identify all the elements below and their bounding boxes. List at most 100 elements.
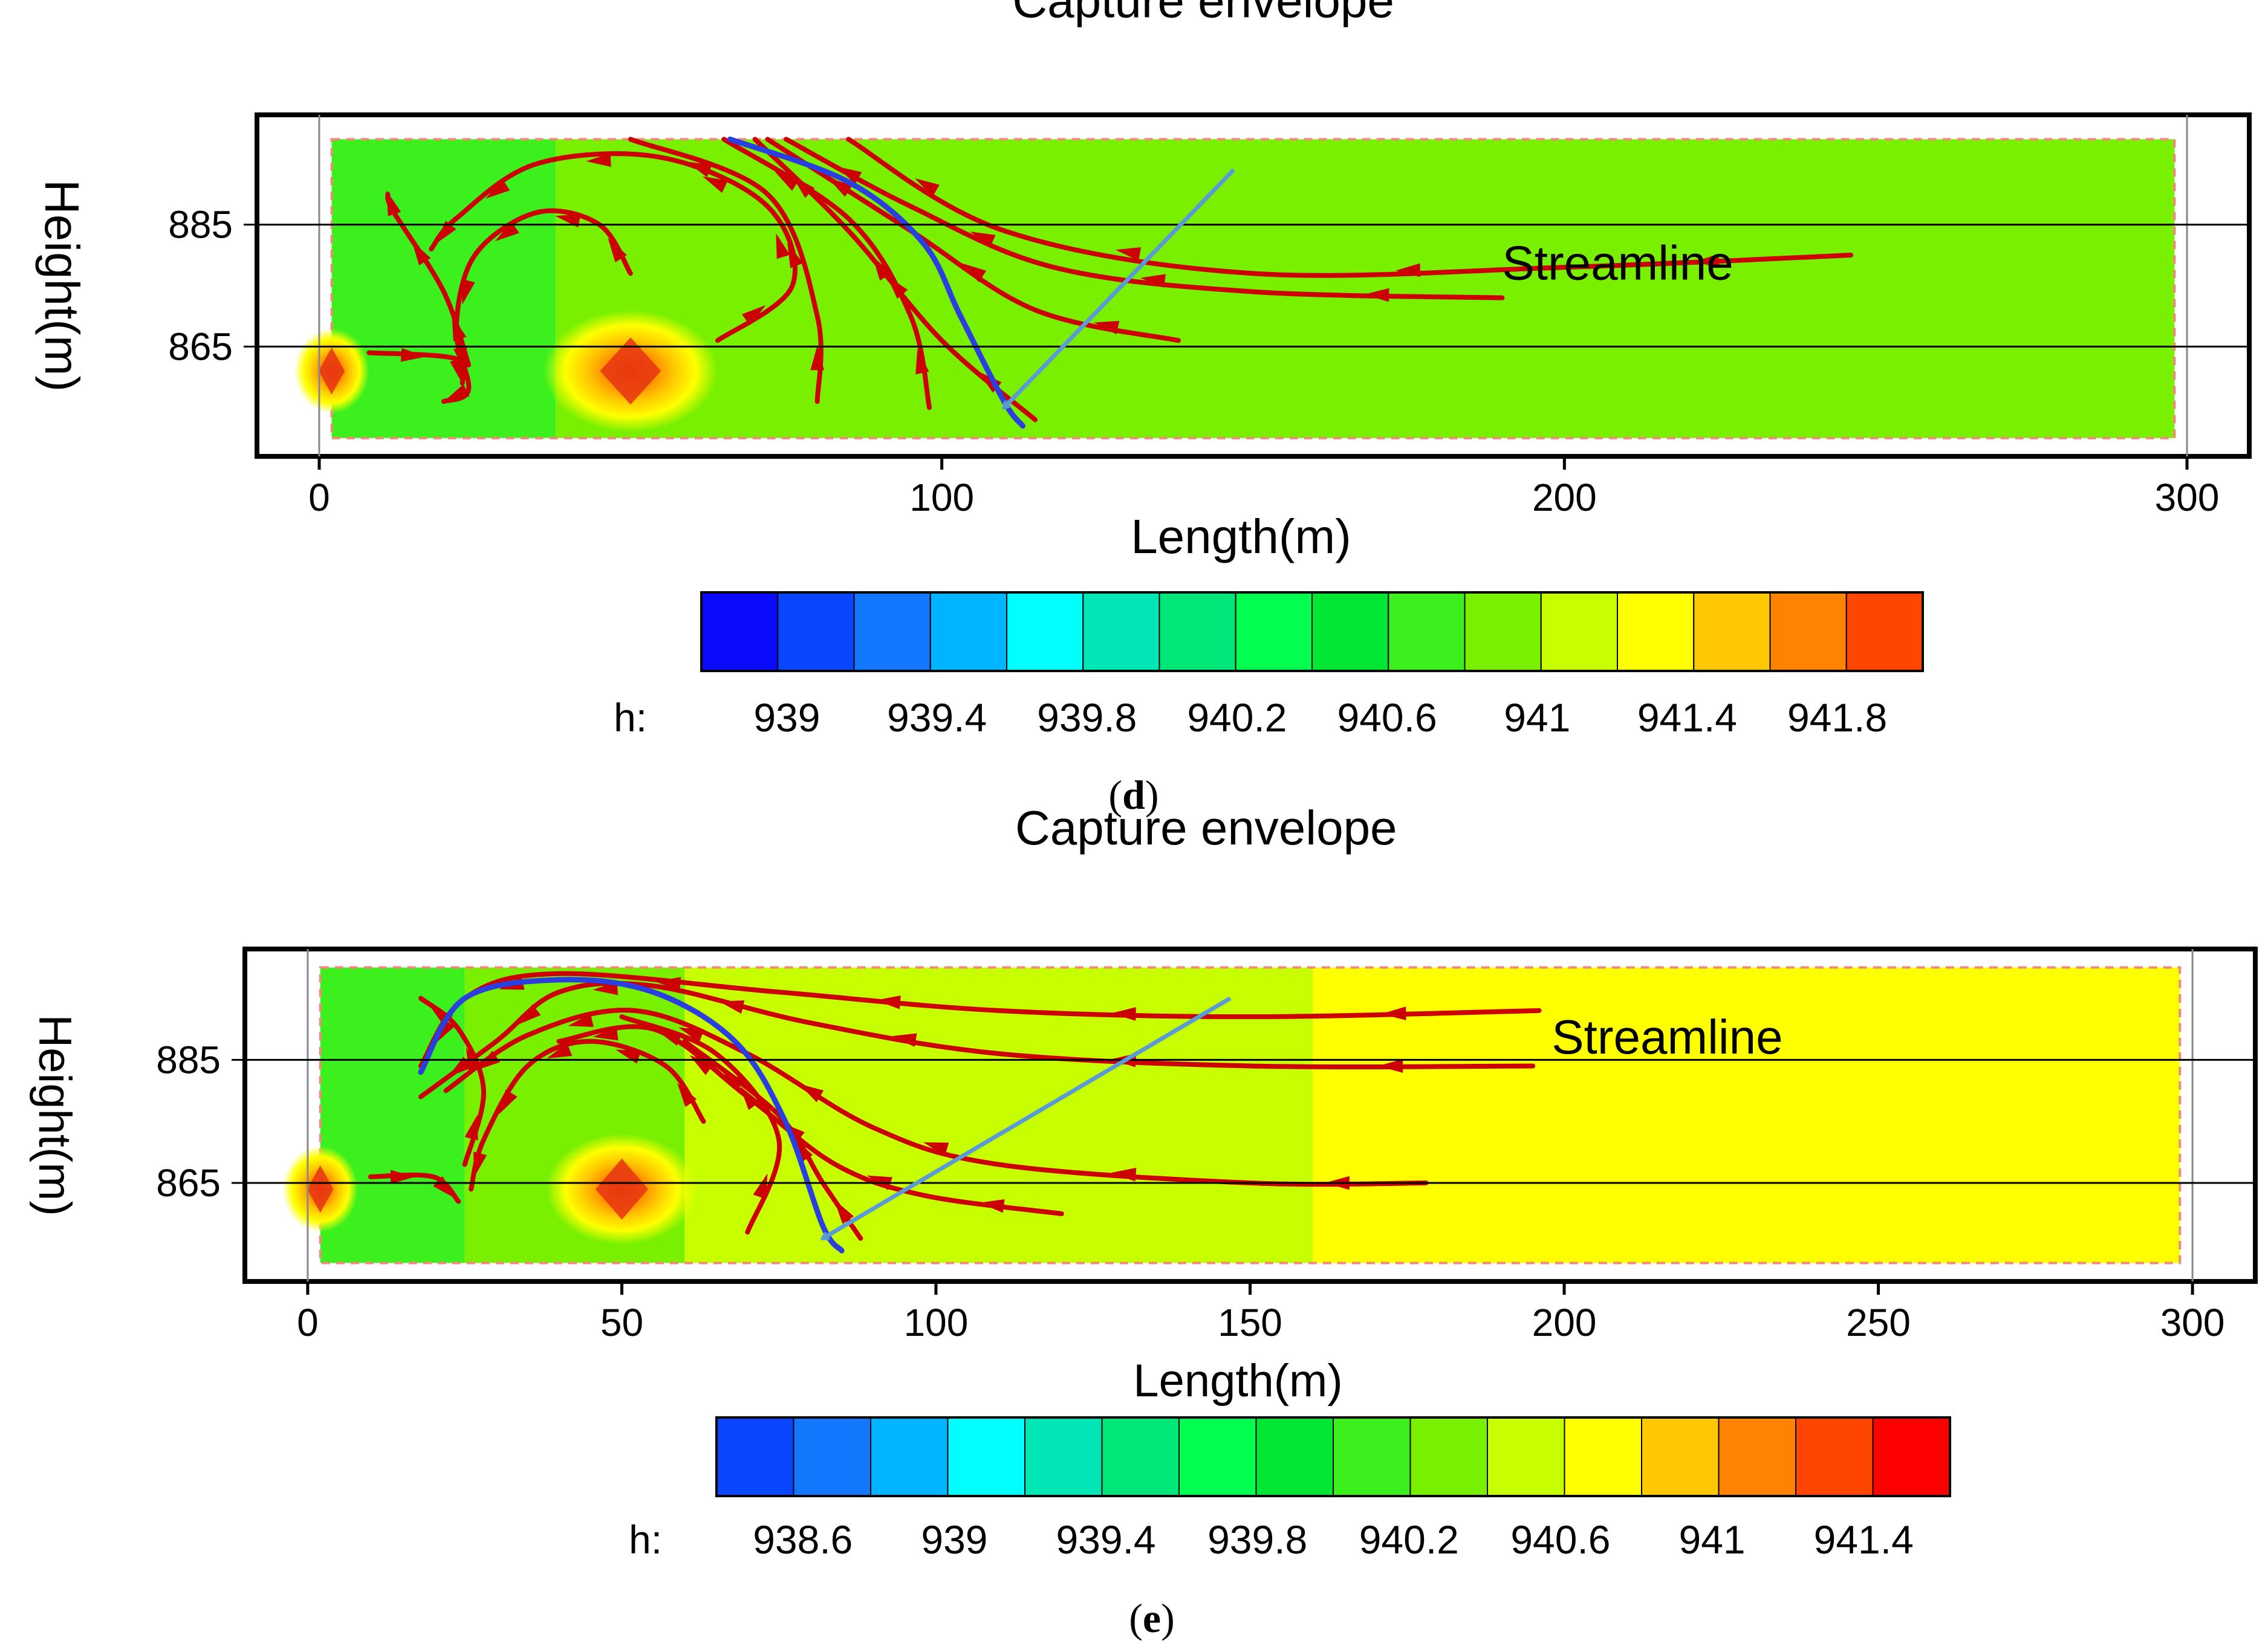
e-annotations: Capture envelope Streamline bbox=[823, 801, 1783, 1239]
well-core bbox=[595, 1158, 649, 1220]
colorbar-bin bbox=[1464, 592, 1542, 672]
streamline-arrow bbox=[452, 316, 467, 342]
streamline-arrow bbox=[412, 241, 431, 266]
capture-envelope-label: Capture envelope bbox=[1015, 801, 1397, 855]
x-tick-label: 50 bbox=[600, 1301, 643, 1344]
d-hotspots bbox=[294, 309, 718, 432]
streamline-arrow bbox=[741, 305, 766, 326]
streamline bbox=[366, 350, 467, 386]
colorbar-bin bbox=[1158, 592, 1236, 672]
x-tick-label: 0 bbox=[308, 476, 330, 519]
streamline-label: Streamline bbox=[1502, 236, 1733, 290]
streamline-arrow bbox=[872, 256, 892, 281]
streamline-arrow bbox=[739, 1086, 760, 1110]
streamline-arrow bbox=[914, 178, 940, 197]
colorbar-tick-label: 941 bbox=[1679, 1517, 1746, 1562]
streamline bbox=[784, 137, 1505, 300]
colorbar-tick-label: 940.2 bbox=[1187, 695, 1287, 740]
x-tick-label: 150 bbox=[1218, 1301, 1282, 1344]
colorbar-bin bbox=[1255, 1417, 1334, 1497]
domain-boundary bbox=[330, 138, 2176, 439]
streamline-arrow bbox=[1111, 1007, 1136, 1021]
streamline-arrow bbox=[799, 1084, 824, 1103]
streamline-arrow bbox=[464, 1115, 478, 1141]
colorbar-bin bbox=[1082, 592, 1160, 672]
streamline-arrow bbox=[721, 1070, 746, 1091]
domain-boundary bbox=[319, 966, 2182, 1265]
streamline-arrow bbox=[547, 1043, 573, 1059]
colorbar-tick-label: 940.6 bbox=[1510, 1517, 1610, 1562]
streamline-arrow bbox=[979, 1199, 1005, 1213]
y-tick-label: 885 bbox=[168, 203, 233, 247]
colorbar-frame bbox=[700, 591, 1924, 672]
colorbar-tick-label: 939.4 bbox=[887, 695, 987, 740]
streamline-arrow bbox=[836, 166, 862, 184]
streamline-arrow bbox=[678, 1027, 704, 1043]
x-tick-label: 200 bbox=[1532, 1301, 1597, 1344]
streamline-arrow bbox=[449, 358, 463, 384]
colorbar-bin bbox=[1641, 1417, 1720, 1497]
y-tick-label: 865 bbox=[168, 325, 233, 368]
x-tick-label: 200 bbox=[1532, 476, 1597, 519]
colorbar-prefix: h: bbox=[614, 695, 647, 740]
streamline-arrow bbox=[776, 233, 790, 259]
capture-envelope-line bbox=[727, 136, 1026, 429]
streamline-arrow bbox=[608, 238, 627, 262]
y-tick-label: 865 bbox=[156, 1161, 221, 1205]
streamline-arrow bbox=[677, 1083, 697, 1107]
colorbar-tick-label: 940.2 bbox=[1359, 1517, 1459, 1562]
streamline-arrow bbox=[461, 279, 475, 305]
d-panel-label: (d) bbox=[1108, 772, 1158, 818]
x-tick-label: 300 bbox=[2160, 1301, 2225, 1344]
streamline bbox=[846, 137, 1853, 278]
streamline-arrow bbox=[753, 1173, 768, 1199]
streamline-arrow bbox=[1378, 1059, 1403, 1073]
streamline-arrow bbox=[915, 349, 929, 375]
streamline-arrow bbox=[447, 1057, 472, 1077]
colorbar-bin bbox=[929, 592, 1007, 672]
colorbar-bin bbox=[793, 1417, 871, 1497]
well-core bbox=[600, 337, 661, 405]
streamline bbox=[469, 1038, 706, 1192]
streamline-arrow bbox=[586, 153, 611, 167]
streamline-arrow bbox=[1140, 274, 1166, 288]
annotation-arrow bbox=[1004, 168, 1235, 407]
colorbar-bin bbox=[1540, 592, 1618, 672]
streamline-arrow bbox=[486, 179, 510, 199]
colorbar-tick-label: 941.4 bbox=[1814, 1517, 1914, 1562]
colorbar-bin bbox=[1872, 1417, 1951, 1497]
colorbar-bin bbox=[870, 1417, 949, 1497]
colorbar-bin bbox=[1101, 1417, 1180, 1497]
streamline-arrow bbox=[386, 190, 401, 216]
annotation-arrow bbox=[823, 996, 1232, 1238]
well-core bbox=[307, 1165, 334, 1213]
colorbar-tick-label: 941.8 bbox=[1787, 695, 1887, 740]
streamline-arrow bbox=[810, 345, 825, 371]
colorbar-bin bbox=[1311, 592, 1389, 672]
streamline-arrow bbox=[970, 232, 996, 248]
streamline-arrow bbox=[1381, 1006, 1406, 1020]
streamline-arrow bbox=[1694, 254, 1720, 268]
streamline-arrow bbox=[891, 1033, 917, 1047]
colorbar-tick-label: 939.8 bbox=[1207, 1517, 1307, 1562]
streamline-arrow bbox=[473, 1152, 487, 1177]
colorbar-frame bbox=[715, 1416, 1951, 1497]
d-capture-envelope bbox=[727, 136, 1026, 429]
colorbar-bin bbox=[1617, 592, 1695, 672]
streamline-arrow bbox=[435, 1019, 455, 1043]
y-axis-label: Height(m) bbox=[35, 180, 89, 392]
streamline-arrow bbox=[876, 995, 901, 1009]
contour-region bbox=[1313, 967, 2180, 1263]
streamline bbox=[418, 971, 1542, 1069]
d-annotations: Capture envelope Streamline bbox=[1004, 0, 1733, 407]
x-axis-label: Length(m) bbox=[1133, 1355, 1342, 1407]
streamline-arrow bbox=[495, 221, 519, 242]
streamline-arrow bbox=[400, 348, 426, 362]
streamline-arrow bbox=[775, 172, 800, 191]
colorbar-bin bbox=[853, 592, 931, 672]
plot-frame bbox=[255, 112, 2252, 459]
e-capture-envelope bbox=[418, 977, 845, 1254]
streamline-arrow bbox=[433, 1176, 456, 1199]
e-axes: 0 50 100 150 200 250 300 885 865 Length(m) Height(… bbox=[29, 947, 2258, 1407]
